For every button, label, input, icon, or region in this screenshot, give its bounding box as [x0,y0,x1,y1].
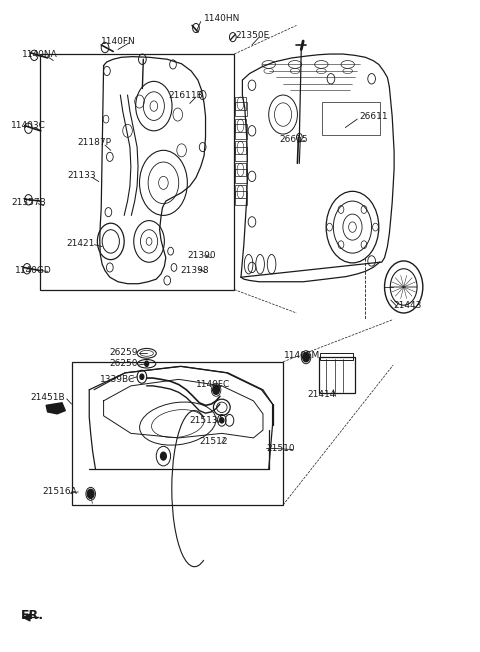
Text: 21510: 21510 [266,444,295,453]
Bar [323,102,380,136]
Text: 1140HN: 1140HN [204,14,240,23]
Circle shape [213,385,219,394]
Bar [235,169,247,183]
Text: 26615: 26615 [280,135,308,144]
Text: 21398: 21398 [180,266,209,275]
Bar [319,357,355,393]
Text: 1140FC: 1140FC [196,380,230,389]
Text: 26611: 26611 [360,112,388,121]
Bar [235,185,246,198]
Bar [235,190,247,205]
Polygon shape [46,403,65,414]
Bar [235,147,247,162]
Circle shape [87,489,94,498]
Text: 21133: 21133 [68,171,96,179]
Text: 1140EM: 1140EM [284,351,320,360]
Text: 1140FN: 1140FN [101,37,136,46]
Bar [235,164,246,176]
Text: 21512: 21512 [199,437,228,447]
Bar [235,125,247,139]
Text: FR.: FR. [21,609,44,622]
Text: 21357B: 21357B [11,198,46,207]
Bar [235,97,246,110]
Text: 21611B: 21611B [168,91,203,100]
Circle shape [220,418,224,423]
Text: 21421: 21421 [67,239,95,248]
Text: 26250: 26250 [110,359,138,368]
Text: 11403C: 11403C [11,121,46,130]
Text: 21187P: 21187P [77,138,111,147]
Text: 21414: 21414 [307,390,336,399]
Text: 21516A: 21516A [43,488,78,496]
Circle shape [303,353,310,362]
Bar [235,141,246,155]
Text: 1140NA: 1140NA [22,50,58,59]
Text: 21390: 21390 [187,251,216,260]
Text: 21451B: 21451B [30,393,65,402]
Bar [321,353,353,360]
Bar [235,119,246,132]
FancyArrowPatch shape [23,614,38,621]
Circle shape [140,374,144,379]
Text: 1339BC: 1339BC [100,375,135,384]
Circle shape [160,452,166,460]
Text: 1140GD: 1140GD [15,266,52,275]
Bar [40,54,234,289]
Text: 21443: 21443 [393,301,421,310]
Circle shape [145,361,149,366]
Text: 21350E: 21350E [235,31,269,40]
Bar [235,102,247,116]
Bar [72,362,283,505]
Text: 21513A: 21513A [190,416,225,425]
Text: 26259: 26259 [110,348,138,357]
